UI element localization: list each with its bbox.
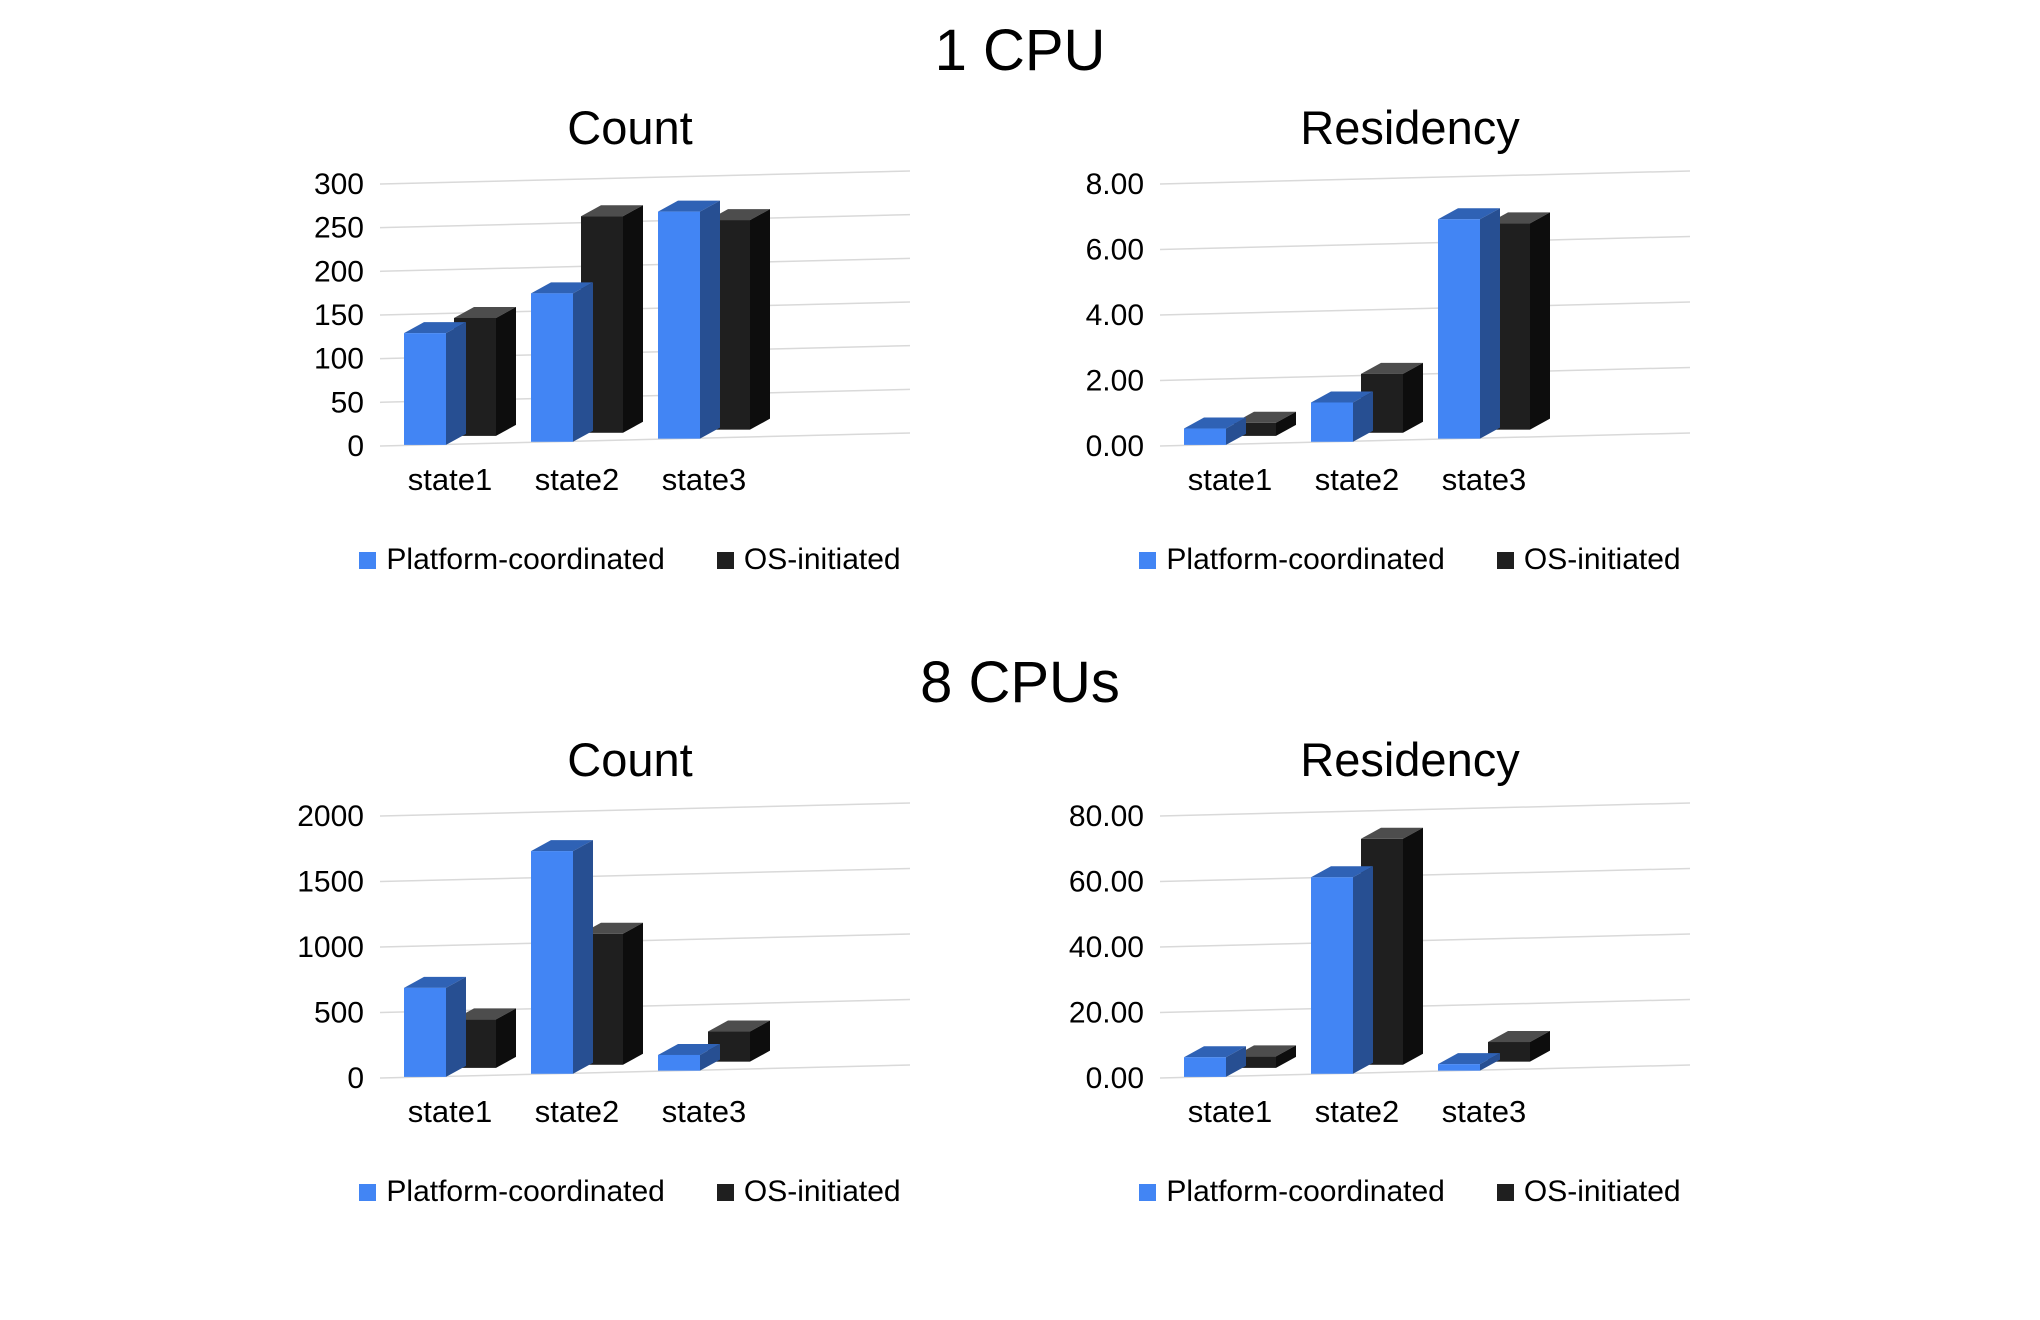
- svg-text:0.00: 0.00: [1086, 1062, 1144, 1095]
- svg-text:80.00: 80.00: [1069, 800, 1144, 833]
- legend-swatch-os-initiated: [1496, 551, 1514, 569]
- legend-swatch-os-initiated: [716, 551, 734, 569]
- svg-text:4.00: 4.00: [1086, 299, 1144, 332]
- bar-plot-8cpus-residency: 0.00 20.00 40.00 60.00 80.00 state1 state2 stat…: [1069, 800, 1691, 1129]
- svg-text:state2: state2: [535, 1094, 619, 1129]
- legend-item-platform-coordinated: Platform-coordinated: [359, 542, 665, 578]
- legend-label-os-initiated: OS-initiated: [1523, 1175, 1681, 1208]
- chart-title-residency: Residency: [1300, 733, 1520, 786]
- svg-text:50: 50: [331, 386, 364, 419]
- figure-canvas: 1 CPU Count 0 50 100 150 200 250 300 state1 stat…: [0, 16, 2040, 1210]
- chart-1cpu-residency: Residency 0.00 2.00 4.00 6.00 8.00 state1 stat…: [1040, 100, 1780, 578]
- legend-item-os-initiated: OS-initiated: [716, 1174, 901, 1210]
- chart-legend: Platform-coordinated OS-initiated: [260, 542, 1000, 578]
- svg-text:0: 0: [347, 1062, 364, 1095]
- svg-text:0.00: 0.00: [1086, 430, 1144, 463]
- svg-text:500: 500: [314, 997, 364, 1030]
- chart-8cpus-residency: Residency 0.00 20.00 40.00 60.00 80.00 state1…: [1040, 732, 1780, 1210]
- svg-text:state1: state1: [408, 1094, 492, 1129]
- svg-text:40.00: 40.00: [1069, 931, 1144, 964]
- section-1cpu: 1 CPU Count 0 50 100 150 200 250 300 state1 stat…: [0, 16, 2040, 578]
- svg-text:0: 0: [347, 430, 364, 463]
- chart-title-residency: Residency: [1300, 101, 1520, 154]
- section-title-1cpu: 1 CPU: [934, 18, 1106, 83]
- svg-text:state1: state1: [1188, 462, 1272, 497]
- chart-legend: Platform-coordinated OS-initiated: [1040, 542, 1780, 578]
- svg-text:state3: state3: [1442, 1094, 1526, 1129]
- chart-legend: Platform-coordinated OS-initiated: [1040, 1174, 1780, 1210]
- svg-text:state3: state3: [662, 462, 746, 497]
- legend-item-platform-coordinated: Platform-coordinated: [359, 1174, 665, 1210]
- bar-plot-8cpus-count: 0 500 1000 1500 2000 state1 state2 state3: [297, 800, 911, 1129]
- svg-text:state2: state2: [1315, 462, 1399, 497]
- svg-text:8.00: 8.00: [1086, 168, 1144, 201]
- svg-text:state2: state2: [1315, 1094, 1399, 1129]
- legend-item-os-initiated: OS-initiated: [716, 542, 901, 578]
- svg-text:60.00: 60.00: [1069, 866, 1144, 899]
- legend-label-platform-coordinated: Platform-coordinated: [1166, 543, 1445, 576]
- section-8cpus: 8 CPUs Count 0 500 1000 1500 2000 state1 state…: [0, 648, 2040, 1210]
- svg-text:state1: state1: [408, 462, 492, 497]
- svg-text:6.00: 6.00: [1086, 234, 1144, 267]
- legend-swatch-platform-coordinated: [359, 551, 377, 569]
- bar-plot-1cpu-count: 0 50 100 150 200 250 300 state1 state2 state3: [314, 168, 911, 497]
- bar-plot-1cpu-residency: 0.00 2.00 4.00 6.00 8.00 state1 state2 state3: [1086, 168, 1691, 497]
- legend-label-os-initiated: OS-initiated: [1523, 543, 1681, 576]
- legend-label-platform-coordinated: Platform-coordinated: [386, 1175, 665, 1208]
- legend-swatch-os-initiated: [716, 1183, 734, 1201]
- chart-title-count: Count: [567, 733, 693, 786]
- chart-row-8cpus: Count 0 500 1000 1500 2000 state1 state2 state3…: [0, 732, 2040, 1210]
- legend-label-os-initiated: OS-initiated: [743, 543, 901, 576]
- legend-label-platform-coordinated: Platform-coordinated: [1166, 1175, 1445, 1208]
- svg-text:2.00: 2.00: [1086, 365, 1144, 398]
- section-title-8cpus: 8 CPUs: [920, 650, 1120, 715]
- chart-title-count: Count: [567, 101, 693, 154]
- svg-text:2000: 2000: [297, 800, 364, 833]
- chart-8cpus-count: Count 0 500 1000 1500 2000 state1 state2 state3…: [260, 732, 1000, 1210]
- legend-item-platform-coordinated: Platform-coordinated: [1139, 542, 1445, 578]
- svg-text:100: 100: [314, 343, 364, 376]
- chart-1cpu-count: Count 0 50 100 150 200 250 300 state1 state2 stat…: [260, 100, 1000, 578]
- legend-swatch-os-initiated: [1496, 1183, 1514, 1201]
- chart-row-1cpu: Count 0 50 100 150 200 250 300 state1 state2 stat…: [0, 100, 2040, 578]
- svg-text:20.00: 20.00: [1069, 997, 1144, 1030]
- svg-text:state2: state2: [535, 462, 619, 497]
- legend-item-os-initiated: OS-initiated: [1496, 542, 1681, 578]
- legend-label-platform-coordinated: Platform-coordinated: [386, 543, 665, 576]
- svg-text:state1: state1: [1188, 1094, 1272, 1129]
- svg-text:200: 200: [314, 255, 364, 288]
- svg-text:state3: state3: [662, 1094, 746, 1129]
- svg-text:1500: 1500: [297, 866, 364, 899]
- svg-text:150: 150: [314, 299, 364, 332]
- svg-text:300: 300: [314, 168, 364, 201]
- svg-text:1000: 1000: [297, 931, 364, 964]
- chart-legend: Platform-coordinated OS-initiated: [260, 1174, 1000, 1210]
- legend-swatch-platform-coordinated: [1139, 551, 1157, 569]
- svg-text:250: 250: [314, 212, 364, 245]
- legend-item-platform-coordinated: Platform-coordinated: [1139, 1174, 1445, 1210]
- legend-item-os-initiated: OS-initiated: [1496, 1174, 1681, 1210]
- legend-swatch-platform-coordinated: [359, 1183, 377, 1201]
- legend-label-os-initiated: OS-initiated: [743, 1175, 901, 1208]
- svg-text:state3: state3: [1442, 462, 1526, 497]
- legend-swatch-platform-coordinated: [1139, 1183, 1157, 1201]
